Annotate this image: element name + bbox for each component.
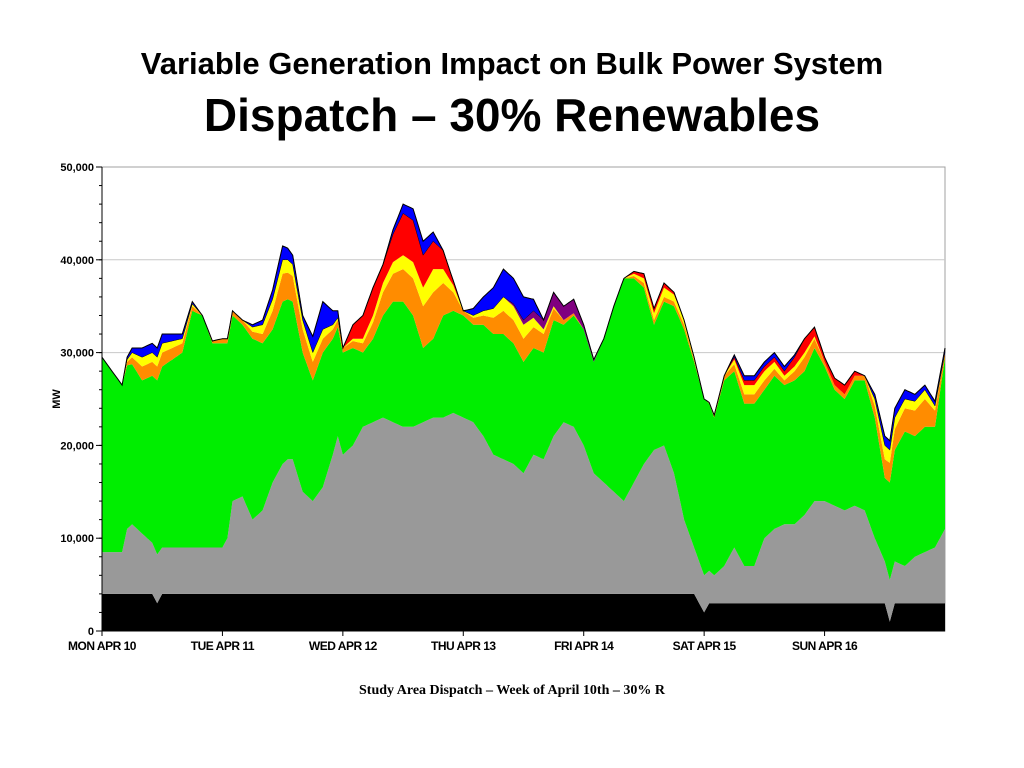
y-tick-label: 0: [88, 626, 94, 638]
slide-title-line1: Variable Generation Impact on Bulk Power…: [140, 46, 884, 81]
y-tick-label: 50,000: [60, 162, 94, 174]
x-tick-label: SAT APR 15: [673, 639, 737, 653]
axes: 0 10,000 20,000 30,000 40,000 50,000 MON APR 1…: [60, 162, 945, 653]
slide-caption: Study Area Dispatch – Week of April 10th…: [359, 683, 665, 698]
area-series-0: [102, 593, 945, 631]
dispatch-stacked-area-chart: 0 10,000 20,000 30,000 40,000 50,000 MON APR 1…: [51, 162, 946, 653]
y-tick-label: 30,000: [60, 348, 94, 360]
y-axis-label: MW: [51, 389, 63, 409]
x-tick-label: SUN APR 16: [792, 639, 858, 653]
x-tick-label: FRI APR 14: [554, 639, 614, 653]
area-series-2: [102, 278, 945, 580]
y-tick-label: 20,000: [60, 440, 94, 452]
y-tick-label: 10,000: [60, 533, 94, 545]
x-tick-label: WED APR 12: [309, 639, 378, 653]
area-series-1: [102, 412, 945, 622]
stacked-areas: [101, 203, 946, 631]
x-tick-label: TUE APR 11: [191, 639, 255, 653]
y-tick-label: 40,000: [60, 255, 94, 267]
slide-title-line2: Dispatch – 30% Renewables: [203, 89, 821, 141]
x-tick-label: THU APR 13: [431, 639, 496, 653]
total-outline: [101, 203, 946, 442]
x-tick-label: MON APR 10: [68, 639, 137, 653]
area-series-3: [102, 269, 945, 483]
